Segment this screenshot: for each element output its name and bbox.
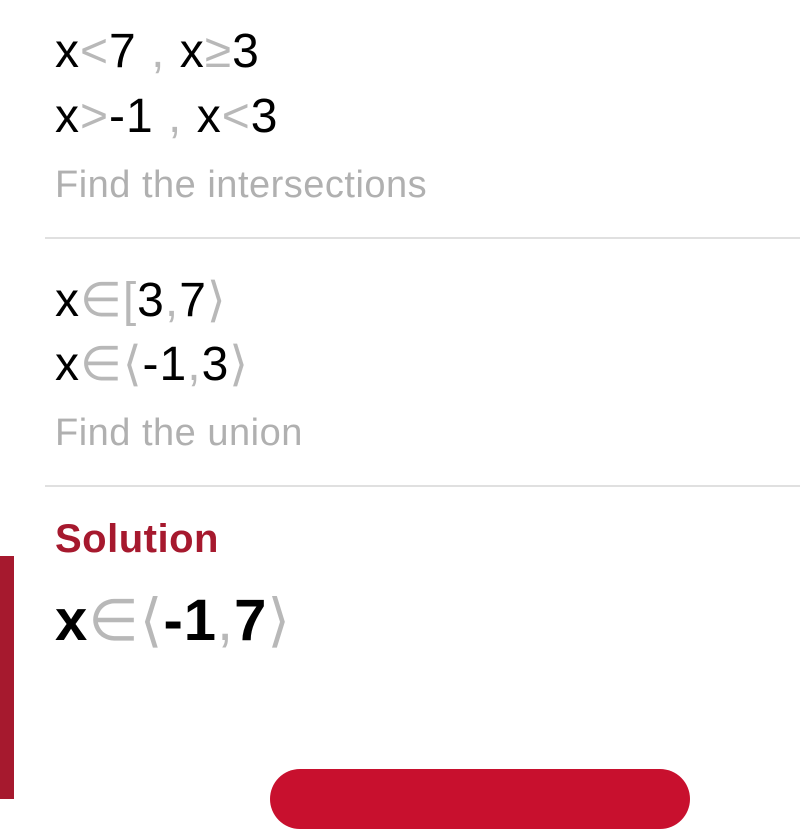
- sep: ,: [137, 25, 180, 78]
- val: -1: [143, 338, 188, 391]
- val: 3: [232, 25, 260, 78]
- in-symbol: ∈: [80, 338, 123, 391]
- bracket: ⟩: [267, 588, 291, 653]
- val: 7: [109, 25, 137, 78]
- op: <: [80, 25, 109, 78]
- bracket: [: [123, 274, 137, 327]
- interval-line-1: x∈[3,7⟩: [55, 269, 800, 334]
- var: x: [180, 25, 205, 78]
- bracket: ⟩: [229, 338, 249, 391]
- var: x: [55, 338, 80, 391]
- bracket: ⟨: [140, 588, 164, 653]
- inequality-line-1: x<7 , x≥3: [55, 20, 800, 85]
- op: <: [222, 90, 251, 143]
- val: 3: [202, 338, 230, 391]
- val: 3: [137, 274, 165, 327]
- in-symbol: ∈: [80, 274, 123, 327]
- inequality-line-2: x>-1 , x<3: [55, 85, 800, 150]
- comma: ,: [217, 588, 234, 653]
- solution-expression: x∈⟨-1,7⟩: [55, 586, 800, 654]
- instruction-intersections: Find the intersections: [55, 164, 800, 207]
- val: -1: [109, 90, 154, 143]
- in-symbol: ∈: [88, 588, 140, 653]
- interval-line-2: x∈⟨-1,3⟩: [55, 333, 800, 398]
- divider-1: [45, 237, 800, 239]
- var: x: [197, 90, 222, 143]
- val: -1: [163, 588, 217, 653]
- bracket: ⟨: [123, 338, 143, 391]
- math-steps-container: x<7 , x≥3 x>-1 , x<3 Find the intersecti…: [0, 0, 800, 654]
- divider-2: [45, 485, 800, 487]
- var: x: [55, 25, 80, 78]
- bracket: ⟩: [207, 274, 227, 327]
- comma: ,: [187, 338, 201, 391]
- var: x: [55, 588, 88, 653]
- val: 7: [234, 588, 267, 653]
- op: ≥: [205, 25, 232, 78]
- instruction-union: Find the union: [55, 412, 800, 455]
- var: x: [55, 90, 80, 143]
- solution-accent-bar: [0, 556, 14, 799]
- val: 3: [251, 90, 279, 143]
- comma: ,: [165, 274, 179, 327]
- op: >: [80, 90, 109, 143]
- action-pill[interactable]: [270, 769, 690, 829]
- var: x: [55, 274, 80, 327]
- sep: ,: [154, 90, 197, 143]
- val: 7: [179, 274, 207, 327]
- solution-heading: Solution: [55, 517, 800, 562]
